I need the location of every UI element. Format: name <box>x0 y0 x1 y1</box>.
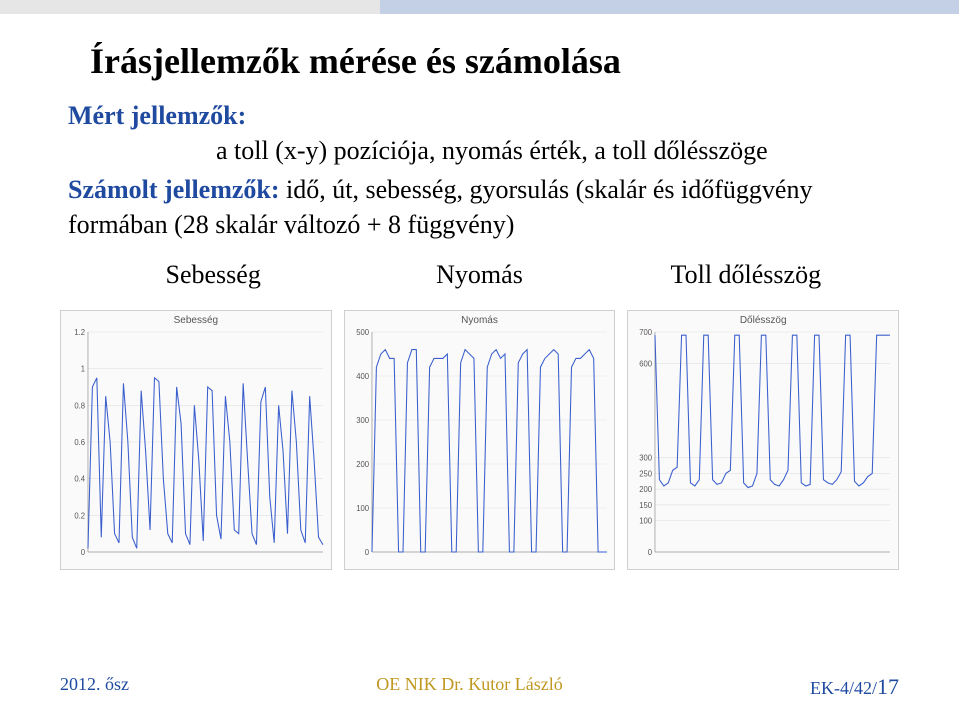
svg-text:100: 100 <box>356 504 369 513</box>
page-title: Írásjellemzők mérése és számolása <box>90 40 899 82</box>
svg-text:600: 600 <box>640 360 653 369</box>
chart-sebesseg-svg: 0 0.2 0.4 0.6 0.8 1 1.2 <box>61 326 331 566</box>
svg-text:0: 0 <box>81 548 86 557</box>
chart-label-2: Nyomás <box>346 260 612 290</box>
svg-text:0: 0 <box>364 548 369 557</box>
slide: Írásjellemzők mérése és számolása Mért j… <box>0 0 959 718</box>
footer-right: EK-4/42/17 <box>810 674 899 700</box>
chart-labels-row: Sebesség Nyomás Toll dőlésszög <box>80 260 879 290</box>
svg-text:300: 300 <box>356 416 369 425</box>
body-text: Mért jellemzők: a toll (x-y) pozíciója, … <box>68 98 899 242</box>
svg-text:0.8: 0.8 <box>74 402 85 411</box>
chart-sebesseg-title: Sebesség <box>61 315 331 326</box>
chart-sebesseg: Sebesség 0 0.2 0.4 0.6 0.8 1 1.2 <box>60 310 332 570</box>
chart-dolesszog: Dőlésszög 0 100 150 200 250 300 600 700 <box>627 310 899 570</box>
chart-dolesszog-title: Dőlésszög <box>628 315 898 326</box>
footer: 2012. ősz OE NIK Dr. Kutor László EK-4/4… <box>60 674 899 700</box>
chart-nyomas-svg: 0 100 200 300 400 500 <box>345 326 615 566</box>
charts-row: Sebesség 0 0.2 0.4 0.6 0.8 1 1.2 Nyomás 0 100 20… <box>60 310 899 570</box>
svg-text:500: 500 <box>356 328 369 337</box>
svg-text:0: 0 <box>648 548 653 557</box>
footer-right-page: 17 <box>877 674 899 699</box>
svg-text:250: 250 <box>640 470 653 479</box>
svg-text:200: 200 <box>356 460 369 469</box>
footer-left: 2012. ősz <box>60 674 129 700</box>
computed-label: Számolt jellemzők: <box>68 175 280 204</box>
svg-text:1: 1 <box>81 365 85 374</box>
svg-text:100: 100 <box>640 517 653 526</box>
top-accent-blue <box>380 0 959 14</box>
svg-text:700: 700 <box>640 328 653 337</box>
svg-text:1.2: 1.2 <box>74 328 85 337</box>
top-accent-bar <box>0 0 959 22</box>
chart-label-1: Sebesség <box>80 260 346 290</box>
svg-text:300: 300 <box>640 454 653 463</box>
measured-text: a toll (x-y) pozíciója, nyomás érték, a … <box>216 133 899 168</box>
svg-text:150: 150 <box>640 501 653 510</box>
chart-nyomas-title: Nyomás <box>345 315 615 326</box>
svg-text:0.2: 0.2 <box>74 512 85 521</box>
svg-text:200: 200 <box>640 485 653 494</box>
svg-text:0.6: 0.6 <box>74 438 85 447</box>
chart-dolesszog-svg: 0 100 150 200 250 300 600 700 <box>628 326 898 566</box>
measured-label: Mért jellemzők: <box>68 101 246 130</box>
svg-text:400: 400 <box>356 372 369 381</box>
chart-nyomas: Nyomás 0 100 200 300 400 500 <box>344 310 616 570</box>
footer-center: OE NIK Dr. Kutor László <box>376 674 562 700</box>
chart-label-3: Toll dőlésszög <box>613 260 879 290</box>
svg-text:0.4: 0.4 <box>74 475 85 484</box>
footer-right-prefix: EK-4/42/ <box>810 678 877 698</box>
top-accent-gray <box>0 0 380 14</box>
